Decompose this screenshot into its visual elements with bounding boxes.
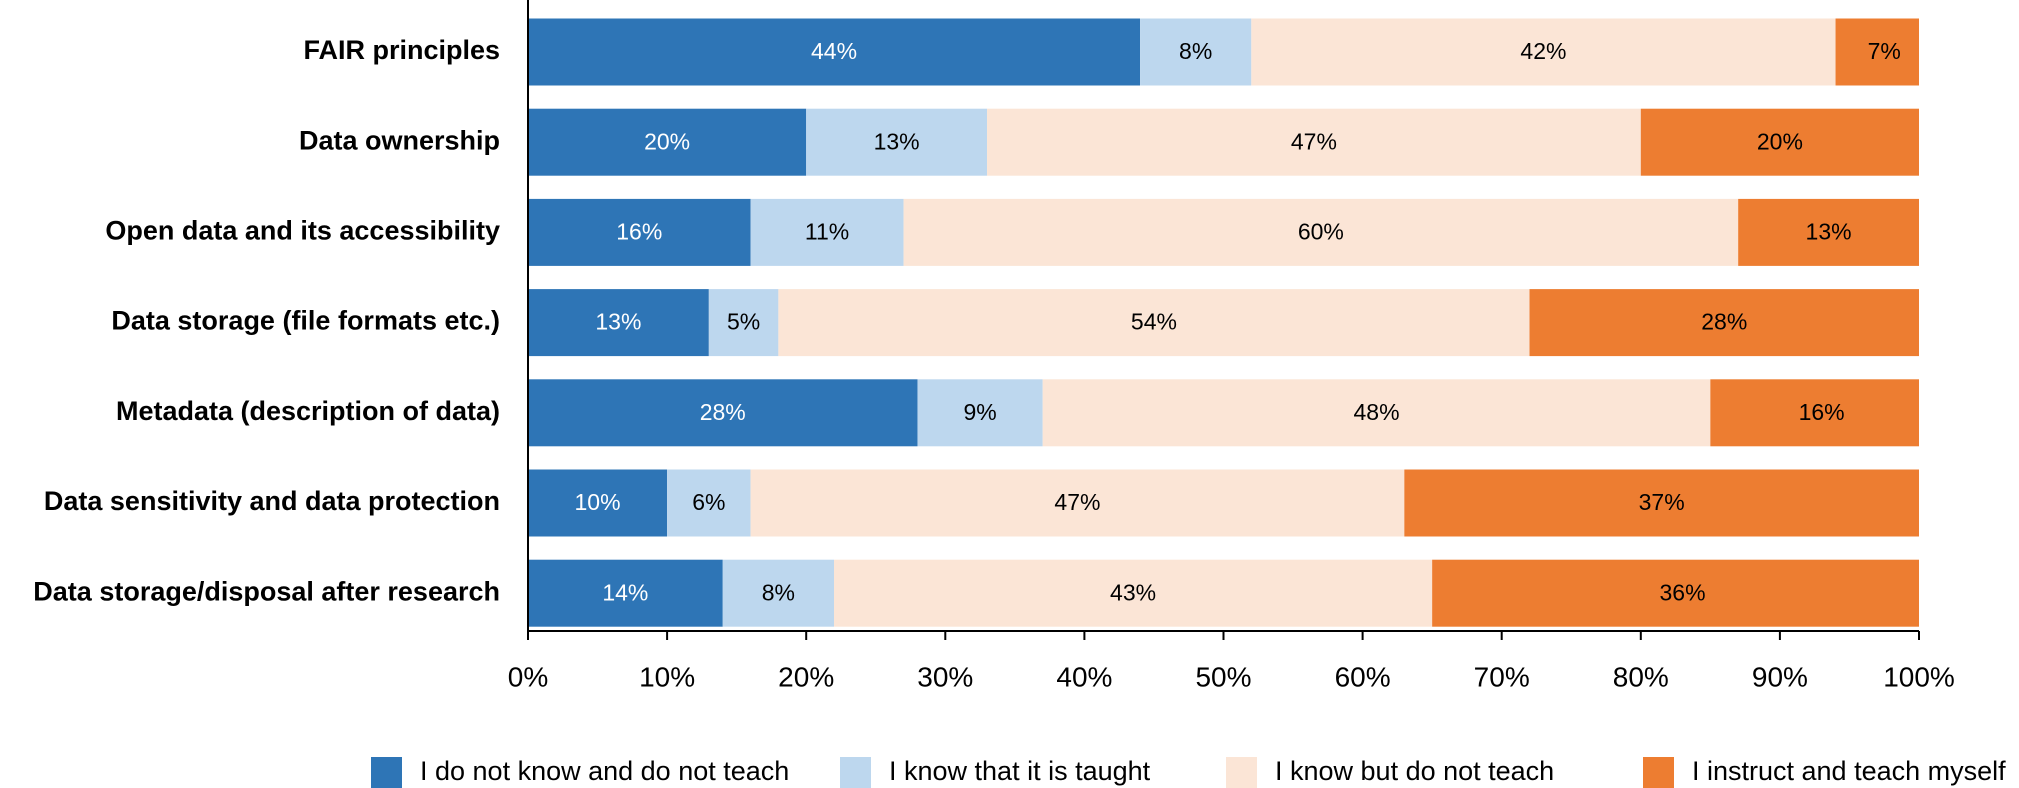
category-label: Open data and its accessibility (105, 216, 500, 246)
value-label: 8% (762, 579, 795, 605)
value-label: 20% (644, 128, 690, 154)
legend-label: I know that it is taught (889, 756, 1151, 786)
category-label: Metadata (description of data) (116, 396, 500, 426)
x-tick-label: 70% (1474, 661, 1530, 692)
value-label: 47% (1054, 489, 1100, 515)
value-label: 13% (874, 128, 920, 154)
bar-segment (1042, 379, 1711, 447)
value-label: 47% (1291, 128, 1337, 154)
bar-segment (1835, 18, 1919, 86)
value-label: 60% (1298, 218, 1344, 244)
bar-segment (1710, 379, 1919, 447)
x-tick-label: 0% (508, 661, 548, 692)
x-tick-label: 60% (1335, 661, 1391, 692)
value-label: 10% (575, 489, 621, 515)
bar-segment (528, 289, 709, 357)
legend-swatch (371, 757, 402, 788)
bar-segment (528, 108, 807, 176)
bar-segment (1640, 108, 1919, 176)
bar-segment (528, 379, 918, 447)
legend-label: I know but do not teach (1275, 756, 1554, 786)
value-label: 43% (1110, 579, 1156, 605)
bar-segment (1432, 559, 1919, 627)
value-label: 11% (805, 218, 849, 244)
x-tick-label: 10% (639, 661, 695, 692)
value-label: 16% (1799, 399, 1845, 425)
plot-area (528, 18, 1919, 627)
category-label: FAIR principles (303, 35, 500, 65)
category-label: Data ownership (299, 125, 500, 155)
x-tick-label: 80% (1613, 661, 1669, 692)
bar-segment (528, 18, 1141, 86)
bar-segment (722, 559, 835, 627)
legend-swatch (1226, 757, 1257, 788)
value-label: 48% (1353, 399, 1399, 425)
x-tick-label: 20% (778, 661, 834, 692)
bar-segment (1404, 469, 1919, 537)
value-label: 14% (602, 579, 648, 605)
bar-segment (806, 108, 988, 176)
value-label: 44% (811, 38, 857, 64)
category-label: Data storage/disposal after research (33, 576, 500, 606)
legend-swatch (1643, 757, 1674, 788)
x-tick-label: 40% (1056, 661, 1112, 692)
value-label: 8% (1179, 38, 1212, 64)
value-label: 28% (700, 399, 746, 425)
bar-segment (528, 559, 723, 627)
bar-segment (1140, 18, 1252, 86)
value-label: 20% (1757, 128, 1803, 154)
bar-segment (834, 559, 1433, 627)
value-label: 28% (1701, 309, 1747, 335)
bar-segment (528, 469, 668, 537)
bar-segment (1251, 18, 1836, 86)
bar-segment (667, 469, 751, 537)
value-label: 54% (1131, 309, 1177, 335)
category-label: Data sensitivity and data protection (44, 486, 500, 516)
value-label: 13% (1806, 218, 1852, 244)
value-label: 36% (1660, 579, 1706, 605)
bar-segment (778, 289, 1530, 357)
bar-segment (987, 108, 1641, 176)
value-label: 13% (595, 309, 641, 335)
value-label: 6% (692, 489, 725, 515)
value-label: 5% (727, 309, 760, 335)
bar-segment (750, 469, 1405, 537)
bar-segment (903, 198, 1739, 266)
x-tick-label: 50% (1195, 661, 1251, 692)
x-tick-label: 90% (1752, 661, 1808, 692)
value-label: 16% (616, 218, 662, 244)
bar-segment (708, 289, 779, 357)
value-label: 9% (963, 399, 996, 425)
bar-segment (1529, 289, 1919, 357)
bar-segment (917, 379, 1043, 447)
legend-label: I do not know and do not teach (420, 756, 789, 786)
bar-segment (1738, 198, 1919, 266)
bar-segment (750, 198, 904, 266)
legend-label: I instruct and teach myself (1692, 756, 2006, 786)
legend-swatch (840, 757, 871, 788)
bar-segment (528, 198, 751, 266)
category-label: Data storage (file formats etc.) (111, 306, 500, 336)
value-label: 37% (1639, 489, 1685, 515)
x-tick-label: 30% (917, 661, 973, 692)
value-label: 7% (1868, 38, 1901, 64)
value-label: 42% (1520, 38, 1566, 64)
x-tick-label: 100% (1883, 661, 1955, 692)
